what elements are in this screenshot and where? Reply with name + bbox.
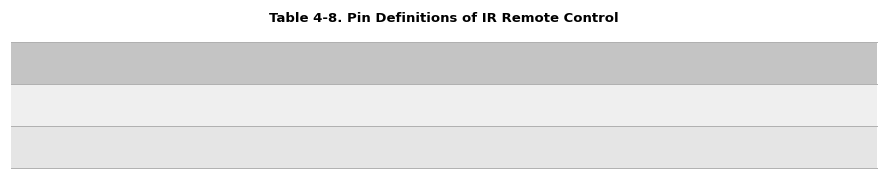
Text: IR TX: IR TX — [512, 99, 545, 111]
Text: Pin Num: Pin Num — [250, 57, 309, 69]
Text: IO 5: IO 5 — [384, 141, 409, 153]
Text: Table 4-8. Pin Definitions of IR Remote Control: Table 4-8. Pin Definitions of IR Remote … — [269, 12, 619, 25]
Text: IO: IO — [384, 57, 399, 69]
Text: IR Rx: IR Rx — [512, 141, 545, 153]
Text: 9: 9 — [250, 99, 258, 111]
Text: IO14: IO14 — [384, 99, 413, 111]
Text: MTMS: MTMS — [21, 99, 59, 111]
Text: 24: 24 — [250, 141, 266, 153]
Text: GPIO5: GPIO5 — [21, 141, 60, 153]
Text: Pin Name: Pin Name — [21, 57, 88, 69]
Text: Function Name: Function Name — [512, 57, 617, 69]
